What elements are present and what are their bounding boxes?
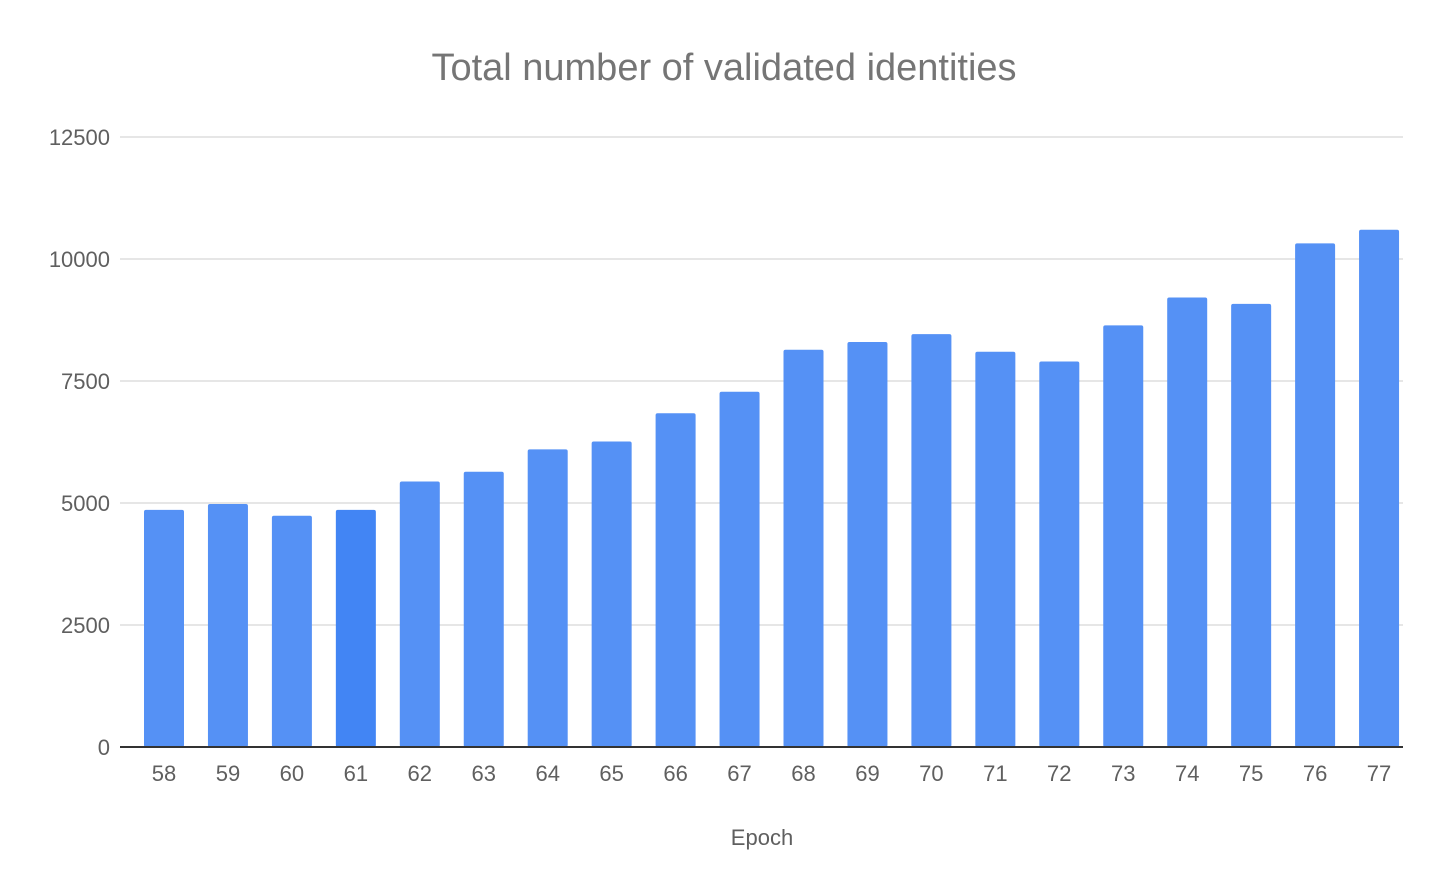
bar-61 <box>335 509 376 747</box>
x-axis-label: Epoch <box>731 825 793 850</box>
y-tick-label: 7500 <box>61 369 110 394</box>
bar-71 <box>975 351 1016 747</box>
x-tick-label: 67 <box>727 761 751 786</box>
x-tick-label: 77 <box>1367 761 1391 786</box>
x-tick-label: 70 <box>919 761 943 786</box>
bar-68 <box>783 349 824 747</box>
y-tick-label: 0 <box>98 735 110 760</box>
x-tick-label: 59 <box>216 761 240 786</box>
x-tick-label: 64 <box>535 761 559 786</box>
y-axis-ticks: 0 2500 5000 7500 10000 12500 <box>49 125 110 760</box>
bar-65 <box>591 441 632 747</box>
bar-77 <box>1359 229 1400 748</box>
gridlines <box>120 136 1403 626</box>
bar-75 <box>1231 303 1272 747</box>
y-tick-label: 12500 <box>49 125 110 150</box>
x-tick-label: 58 <box>152 761 176 786</box>
bar-70 <box>911 334 952 747</box>
bar-58 <box>144 509 184 747</box>
x-tick-label: 73 <box>1111 761 1135 786</box>
x-tick-label: 60 <box>280 761 304 786</box>
x-tick-label: 61 <box>344 761 368 786</box>
bar-76 <box>1295 243 1336 747</box>
x-axis-ticks: 58 59 60 61 62 63 64 65 66 67 68 69 70 71 72 73 74 75 76 77 <box>152 761 1392 786</box>
bar-74 <box>1167 297 1208 747</box>
x-tick-label: 69 <box>855 761 879 786</box>
x-tick-label: 74 <box>1175 761 1199 786</box>
x-tick-label: 68 <box>791 761 815 786</box>
y-tick-label: 10000 <box>49 247 110 272</box>
x-tick-label: 65 <box>599 761 623 786</box>
x-tick-label: 71 <box>983 761 1007 786</box>
bar-62 <box>399 481 440 747</box>
bar-66 <box>655 413 696 747</box>
bars <box>144 229 1400 748</box>
bar-69 <box>847 341 888 747</box>
x-tick-label: 75 <box>1239 761 1263 786</box>
x-tick-label: 66 <box>663 761 687 786</box>
x-tick-label: 72 <box>1047 761 1071 786</box>
chart-title: Total number of validated identities <box>431 47 1016 89</box>
bar-63 <box>463 471 504 747</box>
y-tick-label: 5000 <box>61 491 110 516</box>
bar-73 <box>1103 325 1144 747</box>
bar-67 <box>719 391 760 747</box>
y-tick-label: 2500 <box>61 613 110 638</box>
bar-60 <box>271 515 312 747</box>
x-tick-label: 76 <box>1303 761 1327 786</box>
bar-72 <box>1039 361 1080 747</box>
x-tick-label: 62 <box>408 761 432 786</box>
bar-59 <box>207 503 248 747</box>
x-tick-label: 63 <box>472 761 496 786</box>
bar-64 <box>527 449 568 747</box>
